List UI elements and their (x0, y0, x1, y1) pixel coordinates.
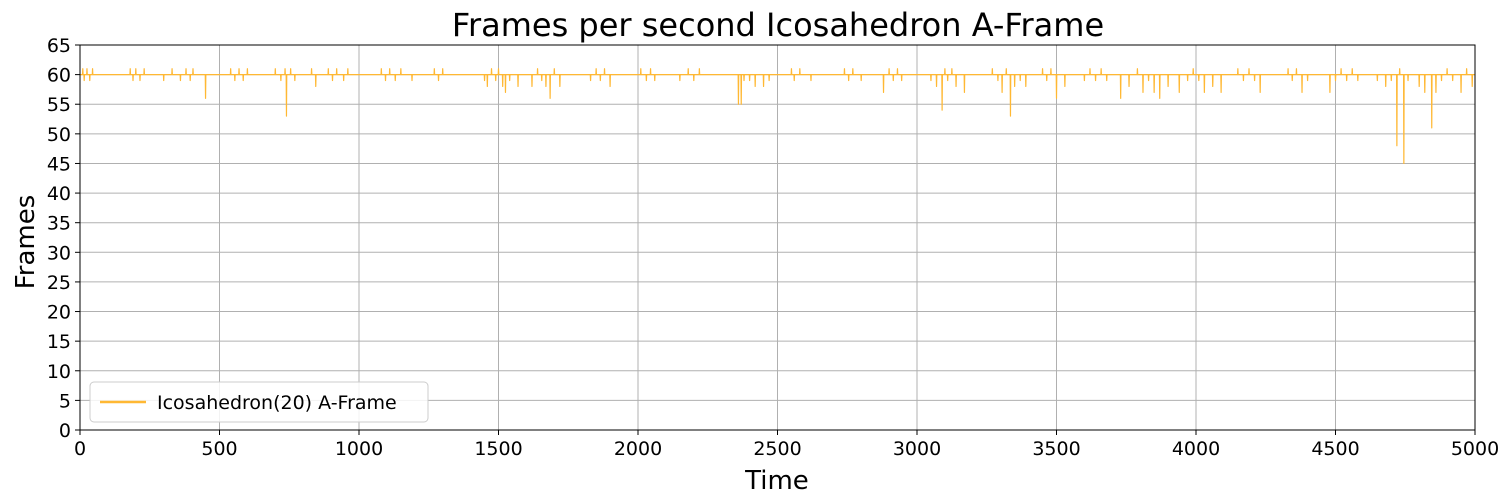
y-axis-ticks: 0 5 10 15 20 25 30 35 40 45 50 55 60 65 (47, 35, 80, 442)
y-tick-label: 15 (47, 331, 71, 353)
x-tick-label: 2000 (614, 438, 662, 460)
chart-title: Frames per second Icosahedron A-Frame (452, 6, 1104, 44)
x-tick-label: 5000 (1451, 438, 1499, 460)
y-tick-label: 50 (47, 124, 71, 146)
y-tick-label: 35 (47, 213, 71, 235)
x-tick-label: 4500 (1311, 438, 1359, 460)
grid (79, 44, 1476, 431)
x-tick-label: 1500 (474, 438, 522, 460)
x-tick-label: 1000 (335, 438, 383, 460)
y-tick-label: 40 (47, 183, 71, 205)
y-tick-label: 5 (59, 390, 71, 412)
legend-box (89, 381, 429, 423)
x-axis-label: Time (744, 466, 809, 496)
y-axis-label: Frames (11, 195, 41, 290)
legend: Icosahedron(20) A-Frame (89, 381, 429, 423)
x-tick-label: 3000 (893, 438, 941, 460)
y-tick-label: 60 (47, 65, 71, 87)
y-tick-label: 20 (47, 302, 71, 324)
x-tick-label: 0 (74, 438, 86, 460)
x-tick-label: 500 (201, 438, 237, 460)
legend-label: Icosahedron(20) A-Frame (157, 392, 397, 414)
x-tick-label: 2500 (753, 438, 801, 460)
x-axis-ticks: 0 500 1000 1500 2000 2500 3000 3500 4000 4500 5000 (74, 430, 1499, 460)
series-layer (80, 68, 1475, 165)
y-tick-label: 45 (47, 153, 71, 175)
series-line (80, 68, 1475, 165)
x-tick-label: 4000 (1172, 438, 1220, 460)
y-tick-label: 10 (47, 361, 71, 383)
y-tick-label: 30 (47, 242, 71, 264)
y-tick-label: 55 (47, 94, 71, 116)
y-tick-label: 65 (47, 35, 71, 57)
x-tick-label: 3500 (1032, 438, 1080, 460)
y-tick-label: 0 (59, 420, 71, 442)
y-tick-label: 25 (47, 272, 71, 294)
